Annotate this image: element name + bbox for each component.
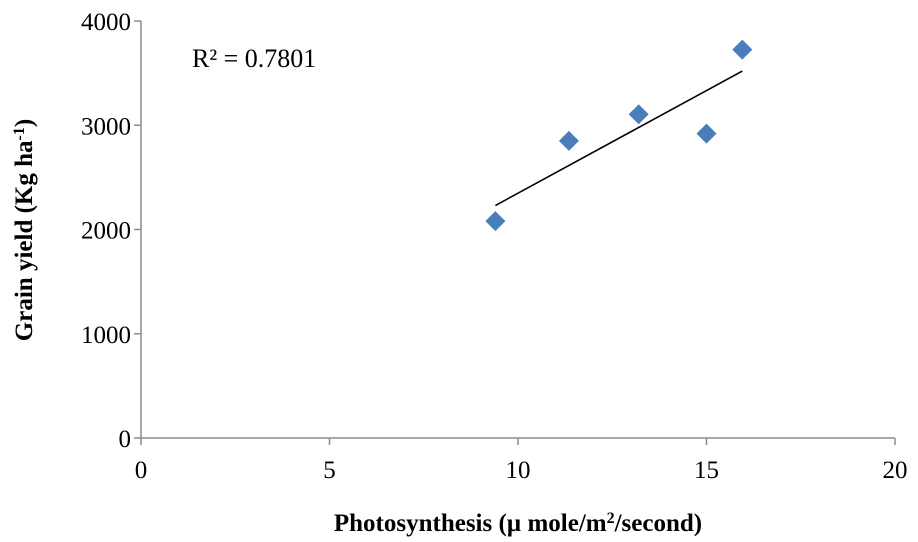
data-points: [485, 39, 753, 232]
x-tick-label: 10: [506, 457, 531, 484]
y-tick-label: 1000: [81, 322, 131, 349]
x-tick-label: 5: [323, 457, 336, 484]
x-tick-label: 15: [694, 457, 719, 484]
x-axis-title: Photosynthesis (µ mole/m2/second): [334, 510, 702, 538]
axes: [140, 21, 895, 439]
x-tick-label: 20: [883, 457, 908, 484]
data-point: [628, 104, 649, 125]
data-point: [485, 211, 506, 232]
x-tick-label: 0: [135, 457, 148, 484]
y-tick-label: 3000: [81, 113, 131, 140]
linear-trendline: [494, 70, 743, 207]
data-point: [732, 39, 753, 60]
y-axis-ticks: 0 1000 2000 3000 4000: [81, 9, 141, 453]
data-point: [558, 130, 579, 151]
x-axis-ticks: 0 5 10 15 20: [135, 438, 908, 484]
y-axis-title: Grain yield (Kg ha-1): [11, 119, 39, 341]
data-point: [696, 123, 717, 144]
y-tick-label: 2000: [81, 218, 131, 245]
y-tick-label: 0: [119, 426, 132, 453]
r-squared-annotation: R² = 0.7801: [192, 44, 316, 73]
trendline-layer: [494, 70, 743, 207]
y-tick-label: 4000: [81, 9, 131, 36]
